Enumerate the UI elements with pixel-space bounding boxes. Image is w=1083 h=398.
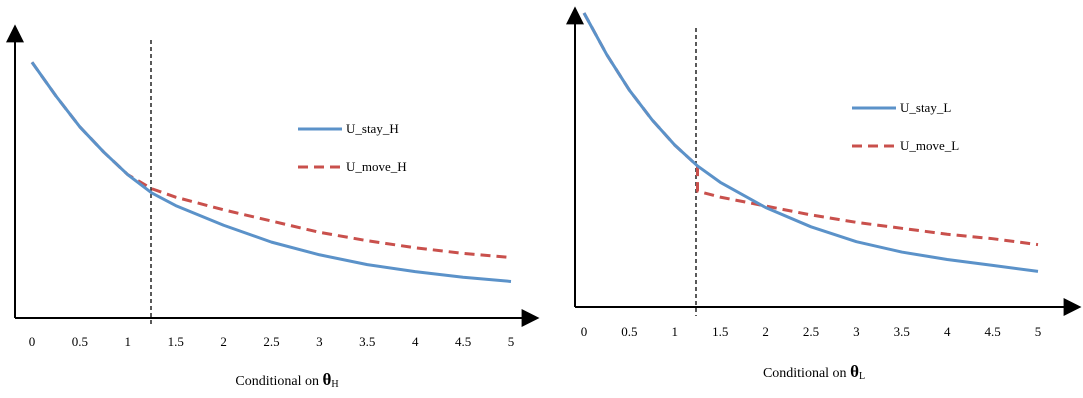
theta-subscript: H xyxy=(331,379,338,390)
legend-item: U_move_L xyxy=(852,138,959,153)
x-tick-label: 3.5 xyxy=(359,334,375,349)
x-tick-labels: 0 0.5 1 1.5 2 2.5 3 3.5 4 4.5 5 xyxy=(29,334,515,349)
x-tick-label: 1 xyxy=(672,324,679,339)
x-tick-label: 5 xyxy=(1035,324,1042,339)
x-tick-label: 2.5 xyxy=(263,334,279,349)
legend-item: U_move_H xyxy=(298,159,407,174)
x-tick-label: 4 xyxy=(944,324,951,339)
x-tick-label: 3.5 xyxy=(894,324,910,339)
x-tick-label: 4.5 xyxy=(455,334,471,349)
series-lines xyxy=(582,12,1039,273)
legend: U_stay_L U_move_L xyxy=(852,100,959,153)
legend-item: U_stay_L xyxy=(852,100,951,115)
x-axis-title-prefix: Conditional on xyxy=(235,374,322,389)
x-axis-title-prefix: Conditional on xyxy=(763,366,850,381)
legend-label-stay: U_stay_L xyxy=(900,100,951,115)
x-tick-label: 3 xyxy=(853,324,860,339)
x-axis-title: Conditional on θL xyxy=(763,362,865,382)
series-lines xyxy=(30,61,512,283)
x-tick-label: 4 xyxy=(412,334,419,349)
x-tick-label: 1.5 xyxy=(712,324,728,339)
series-line-stay xyxy=(582,12,1039,273)
legend-item: U_stay_H xyxy=(298,121,399,136)
x-tick-label: 0.5 xyxy=(72,334,88,349)
x-tick-label: 1.5 xyxy=(168,334,184,349)
legend-label-stay: U_stay_H xyxy=(346,121,399,136)
x-axis-title: Conditional on θH xyxy=(235,370,338,390)
x-tick-label: 2 xyxy=(762,324,769,339)
x-tick-label: 2.5 xyxy=(803,324,819,339)
x-tick-label: 5 xyxy=(508,334,515,349)
x-tick-label: 0 xyxy=(581,324,588,339)
x-tick-label: 4.5 xyxy=(984,324,1000,339)
series-line-move xyxy=(582,12,1039,247)
x-tick-label: 2 xyxy=(220,334,227,349)
x-tick-label: 1 xyxy=(125,334,132,349)
x-tick-label: 0 xyxy=(29,334,36,349)
legend: U_stay_H U_move_H xyxy=(298,121,407,174)
x-tick-label: 3 xyxy=(316,334,323,349)
series-line-move xyxy=(30,61,512,260)
chart-left: 0 0.5 1 1.5 2 2.5 3 3.5 4 4.5 5 U_stay_H U_move_H … xyxy=(6,24,540,390)
x-tick-labels: 0 0.5 1 1.5 2 2.5 3 3.5 4 4.5 5 xyxy=(581,324,1042,339)
legend-label-move: U_move_H xyxy=(346,159,407,174)
theta-symbol: θ xyxy=(323,370,332,389)
chart-right: 0 0.5 1 1.5 2 2.5 3 3.5 4 4.5 5 U_stay_L U_move_L … xyxy=(566,6,1082,382)
series-line-stay xyxy=(30,61,512,283)
x-tick-label: 0.5 xyxy=(621,324,637,339)
theta-subscript: L xyxy=(859,371,865,382)
theta-symbol: θ xyxy=(850,362,859,381)
legend-label-move: U_move_L xyxy=(900,138,959,153)
